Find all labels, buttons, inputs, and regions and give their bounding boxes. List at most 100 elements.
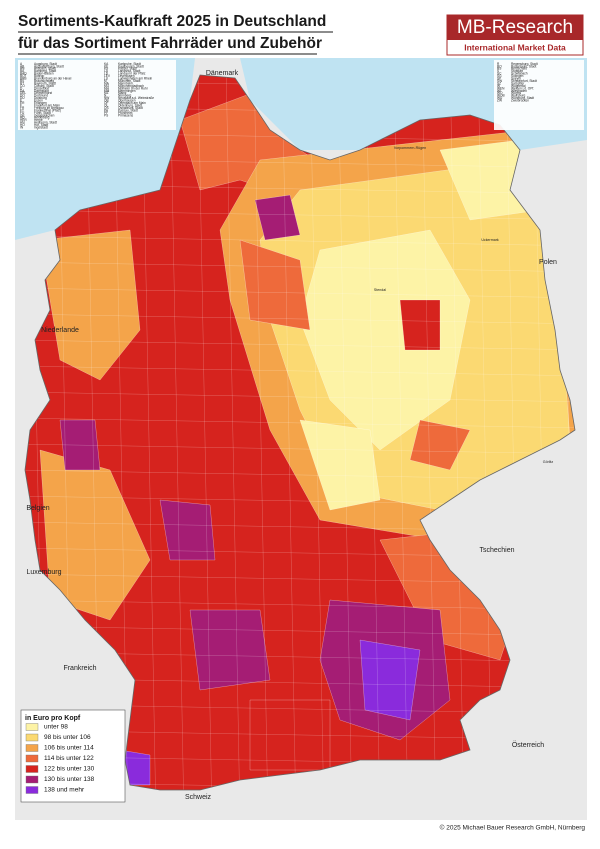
title: Sortiments-Kaufkraft 2025 in Deutschland — [18, 13, 326, 30]
abbreviation-name: Frankfurt am Main — [34, 103, 60, 107]
abbreviation-code: HN — [20, 121, 25, 125]
region-fill — [189, 609, 271, 691]
abbreviation-code: DA — [20, 89, 25, 93]
abbreviation-code: MG — [104, 84, 110, 88]
region-fill — [359, 639, 421, 721]
region-label: Stendal — [374, 288, 386, 292]
abbreviation-name: Erlangen — [34, 101, 47, 105]
district-boundary — [281, 75, 297, 790]
country-label: Polen — [539, 259, 557, 266]
abbreviation-code: GE — [20, 113, 25, 117]
abbreviation-code: FÜ — [20, 111, 25, 115]
title: für das Sortiment Fahrräder und Zubehör — [18, 35, 322, 52]
abbreviation-name: Heilbronn, Stadt — [34, 121, 57, 125]
abbreviation-name: Delmenhorst — [34, 91, 52, 95]
abbreviation-code: M — [104, 79, 107, 83]
abbreviation-code: A — [20, 62, 23, 66]
legend-label: 122 bis unter 130 — [44, 766, 95, 773]
abbreviation-name: Wolfsburg — [511, 94, 526, 98]
abbreviation-name: Dortmund — [34, 94, 48, 98]
country-label: Belgien — [26, 505, 49, 512]
legend-swatch — [25, 744, 39, 752]
abbreviation-code: LA — [104, 69, 109, 73]
abbreviation-code: LD — [104, 72, 109, 76]
abbreviation-code: BOT — [20, 74, 27, 78]
abbreviation-code: SG — [497, 74, 502, 78]
abbreviation-code: PA — [104, 108, 109, 112]
legend-label: unter 98 — [44, 724, 68, 731]
abbreviation-name: Gelsenkirchen — [34, 113, 55, 117]
abbreviation-name: Mülheim an der Ruhr — [118, 86, 149, 90]
legend-swatch — [25, 786, 39, 794]
abbreviation-code: DU — [20, 96, 25, 100]
abbreviation-name: Leverkusen — [118, 74, 135, 78]
abbreviation-name: Mönchengladbach — [118, 84, 144, 88]
copyright: © 2025 Michael Bauer Research GmbH, Nürn… — [440, 824, 586, 832]
abbreviation-code: E — [20, 99, 22, 103]
abbreviation-name: Schweinfurt, Stadt — [511, 79, 537, 83]
abbreviation-code: BT — [20, 81, 24, 85]
abbreviation-code: KA — [104, 62, 109, 66]
abbreviation-name: Stuttgart — [511, 69, 523, 73]
district-boundary — [25, 417, 575, 429]
abbreviation-name: Remscheid — [511, 67, 527, 71]
abbreviation-code: BAD — [20, 72, 27, 76]
abbreviation-name: Speyer — [511, 77, 522, 81]
abbreviation-name: Freiburg im Breisgau — [34, 106, 64, 110]
abbreviation-code: F — [20, 103, 22, 107]
region-fill — [409, 419, 471, 471]
region-label: Vorpommern-Rügen — [394, 146, 426, 150]
abbreviation-code: WO — [497, 91, 503, 95]
district-boundary — [393, 75, 409, 790]
logo-band — [447, 15, 583, 40]
abbreviation-name: Baden-Baden — [34, 72, 54, 76]
abbreviation-code: OL — [104, 103, 108, 107]
abbreviation-code: WI — [497, 89, 501, 93]
abbreviation-name: München, Stadt — [118, 79, 140, 83]
abbreviation-name: Oberhausen — [118, 99, 136, 103]
abbreviation-code: N — [104, 94, 107, 98]
region-fill — [399, 299, 441, 351]
abbreviation-name: Landshut, Stadt — [118, 69, 140, 73]
district-boundary — [25, 339, 575, 351]
district-boundary — [477, 75, 493, 790]
baltic-sea — [15, 58, 587, 150]
abbreviation-code: HO — [20, 123, 25, 127]
abbreviation-name: Fürth, Stadt — [34, 111, 51, 115]
abbreviation-name: Heidelberg — [34, 116, 50, 120]
abbreviation-name: Kaufbeuren, Stadt — [118, 64, 144, 68]
abbreviation-name: Salzgitter — [511, 81, 525, 85]
abbreviation-code: KE — [104, 64, 108, 68]
district-boundary — [25, 443, 575, 455]
country-label: Österreich — [512, 741, 544, 749]
abbreviation-code: KS — [104, 67, 108, 71]
abbreviation-name: Worms — [511, 91, 521, 95]
region-label: Uckermark — [481, 238, 499, 242]
district-boundary — [197, 75, 213, 790]
abbreviation-name: Essen — [34, 99, 43, 103]
abbreviation-box — [494, 60, 584, 130]
country-label: Luxemburg — [26, 569, 61, 576]
abbreviation-code: SP — [497, 77, 501, 81]
abbreviation-code: AN — [20, 67, 25, 71]
abbreviation-code: D — [20, 86, 23, 90]
abbreviation-name: Regensburg, Stadt — [511, 62, 538, 66]
abbreviation-code: LU — [104, 77, 109, 81]
abbreviation-name: Oldenburg, Stadt — [118, 103, 142, 107]
legend-swatch — [25, 754, 39, 763]
abbreviation-code: S — [497, 69, 499, 73]
abbreviation-code: BRB — [20, 77, 27, 81]
abbreviation-code: SC — [497, 72, 502, 76]
abbreviation-name: Duisburg — [34, 96, 47, 100]
abbreviation-code: DO — [20, 94, 25, 98]
district-boundary — [337, 75, 353, 790]
abbreviation-name: Bayreuth, Stadt — [34, 81, 56, 85]
district-boundary — [365, 75, 381, 790]
legend-swatch — [25, 765, 39, 773]
country-label: Dänemark — [206, 70, 239, 77]
abbreviation-name: Coburg, Stadt — [34, 84, 54, 88]
region-fill — [254, 194, 301, 241]
abbreviation-code: OB — [104, 99, 109, 103]
abbreviation-code: NW — [104, 96, 109, 100]
district-boundary — [25, 261, 575, 273]
